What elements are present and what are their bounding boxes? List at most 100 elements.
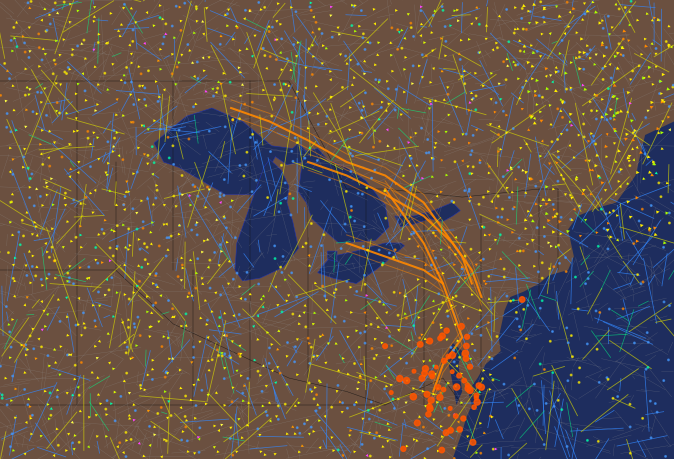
Point — [117, 156, 128, 163]
Point — [525, 8, 536, 15]
Point — [82, 128, 93, 135]
Point — [168, 161, 179, 168]
Point — [439, 23, 450, 30]
Point — [436, 446, 447, 453]
Point — [80, 324, 90, 331]
Point — [205, 285, 216, 292]
Polygon shape — [447, 343, 462, 405]
Point — [135, 332, 146, 339]
Point — [158, 33, 169, 40]
Point — [483, 273, 494, 280]
Point — [591, 115, 602, 123]
Point — [549, 403, 559, 410]
Point — [215, 241, 226, 248]
Point — [312, 157, 323, 164]
Point — [606, 74, 617, 82]
Point — [34, 44, 44, 51]
Point — [64, 278, 75, 285]
Point — [408, 322, 419, 330]
Point — [264, 359, 274, 367]
Point — [516, 326, 526, 334]
Point — [6, 198, 17, 206]
Point — [420, 365, 431, 372]
Point — [288, 157, 299, 165]
Point — [133, 313, 144, 321]
Point — [425, 405, 435, 412]
Point — [224, 352, 235, 359]
Point — [476, 332, 487, 339]
Point — [72, 42, 83, 50]
Point — [388, 395, 398, 403]
Point — [607, 395, 618, 402]
Point — [509, 29, 520, 37]
Point — [426, 261, 437, 269]
Point — [257, 388, 268, 395]
Point — [140, 96, 150, 103]
Point — [47, 243, 57, 251]
Point — [603, 245, 613, 252]
Point — [501, 292, 512, 300]
Point — [123, 225, 134, 233]
Point — [453, 278, 464, 285]
Point — [367, 101, 377, 108]
Point — [532, 48, 543, 55]
Point — [534, 92, 545, 99]
Point — [646, 202, 656, 209]
Point — [357, 34, 368, 41]
Point — [464, 363, 475, 370]
Point — [55, 318, 65, 325]
Point — [48, 70, 59, 78]
Point — [499, 274, 510, 281]
Point — [286, 148, 297, 155]
Point — [560, 254, 571, 261]
Point — [450, 413, 461, 420]
Point — [495, 231, 506, 238]
Point — [590, 307, 601, 314]
Polygon shape — [328, 251, 337, 262]
Point — [437, 332, 448, 340]
Point — [451, 383, 462, 391]
Point — [561, 443, 572, 450]
Point — [84, 263, 94, 271]
Point — [389, 289, 400, 296]
Point — [30, 272, 41, 280]
Point — [448, 347, 459, 354]
Point — [601, 226, 612, 234]
Point — [642, 329, 652, 336]
Point — [594, 309, 605, 316]
Point — [532, 224, 543, 231]
Point — [586, 107, 597, 114]
Point — [160, 374, 171, 381]
Point — [36, 89, 47, 96]
Point — [4, 75, 15, 82]
Point — [436, 334, 447, 341]
Point — [588, 132, 599, 140]
Point — [264, 344, 275, 352]
Point — [349, 360, 360, 367]
Point — [442, 307, 453, 314]
Point — [431, 364, 441, 371]
Point — [518, 306, 529, 313]
Point — [112, 243, 123, 250]
Point — [68, 196, 79, 204]
Point — [239, 101, 250, 108]
Point — [477, 375, 488, 382]
Point — [407, 350, 418, 357]
Point — [501, 76, 512, 84]
Point — [191, 402, 202, 409]
Point — [280, 179, 290, 186]
Point — [554, 260, 565, 267]
Point — [35, 193, 46, 200]
Point — [369, 167, 380, 174]
Point — [324, 176, 335, 183]
Point — [134, 82, 145, 90]
Point — [137, 224, 148, 232]
Point — [443, 412, 454, 419]
Point — [160, 252, 171, 260]
Point — [245, 7, 255, 14]
Point — [603, 12, 614, 20]
Point — [558, 175, 569, 183]
Point — [374, 298, 385, 305]
Point — [463, 385, 474, 392]
Point — [561, 324, 572, 331]
